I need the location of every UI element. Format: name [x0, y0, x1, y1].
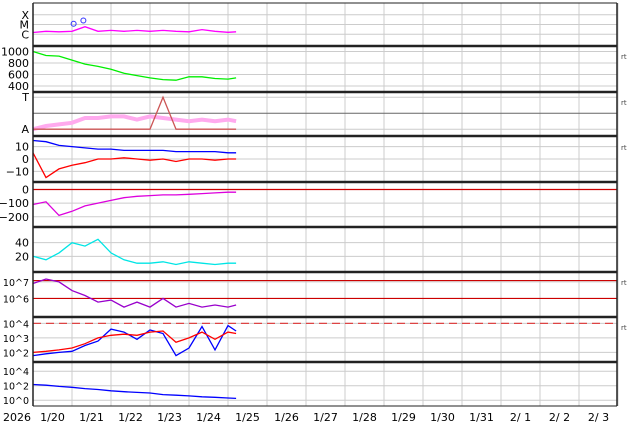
rt-marker: rt	[621, 99, 627, 107]
rt-marker: rt	[621, 144, 627, 152]
tick-label: 800	[8, 57, 29, 70]
x-tick-label: 1/25	[235, 411, 260, 424]
x-tick-label: 1/29	[391, 411, 416, 424]
tick-label: −200	[0, 211, 29, 224]
x-tick-label: 1/22	[118, 411, 143, 424]
x-tick-label: 1/28	[352, 411, 377, 424]
series-line	[32, 114, 237, 132]
x-tick-label: 2/ 3	[588, 411, 609, 424]
tick-label: 40	[15, 237, 29, 250]
tick-label: 10	[15, 141, 29, 154]
series-line	[32, 139, 237, 154]
tick-label: 10^2	[3, 382, 29, 393]
series-line	[32, 26, 237, 34]
rt-marker: rt	[621, 279, 627, 287]
rt-marker: rt	[621, 324, 627, 332]
series-line	[32, 324, 237, 357]
x-tick-label: 1/26	[274, 411, 299, 424]
tick-label: 10^2	[3, 348, 29, 359]
tick-label: 10^0	[3, 396, 29, 407]
x-tick-label: 1/27	[313, 411, 338, 424]
series-line	[32, 152, 237, 179]
year-label: 2026	[3, 411, 31, 424]
tick-label: 0	[22, 153, 29, 166]
tick-label: −100	[0, 197, 29, 210]
panel-5: −200−1000	[0, 183, 617, 224]
tick-label: X	[21, 9, 29, 22]
x-tick-label: 2/ 1	[510, 411, 531, 424]
tick-label: A	[21, 123, 29, 136]
x-tick-label: 1/24	[196, 411, 221, 424]
series-line	[32, 238, 237, 266]
tick-label: T	[21, 91, 29, 104]
series-line	[32, 191, 237, 217]
x-tick-label: 1/31	[469, 411, 494, 424]
tick-label: −10	[6, 165, 29, 178]
series-line	[32, 383, 237, 400]
rt-marker: rt	[621, 53, 627, 61]
x-tick-label: 1/20	[40, 411, 65, 424]
panel-3: AT	[21, 91, 617, 136]
panel-9: 10^0 10^2 10^4	[3, 367, 617, 407]
flare-marker	[70, 20, 77, 27]
tick-label: 10^7	[3, 278, 29, 289]
tick-label: 10^4	[3, 367, 29, 378]
series-line	[32, 330, 237, 354]
x-tick-label: 1/21	[79, 411, 104, 424]
tick-label: 10^6	[3, 294, 29, 305]
tick-label: 20	[15, 250, 29, 263]
tick-label: 400	[8, 80, 29, 93]
series-line	[32, 50, 237, 81]
tick-label: 1000	[1, 45, 29, 58]
tick-label: 600	[8, 68, 29, 81]
x-tick-label: 2/ 2	[549, 411, 570, 424]
tick-label: 0	[22, 183, 29, 196]
tick-label: C	[21, 28, 29, 41]
x-tick-label: 1/23	[157, 411, 182, 424]
series-line	[32, 278, 237, 308]
x-tick-label: 1/30	[430, 411, 455, 424]
tick-label: 10^4	[3, 319, 29, 330]
panel-7: 10^6 10^7	[3, 278, 617, 308]
panel-1: CMX	[20, 9, 617, 41]
panel-8: 10^2 10^3 10^4	[3, 319, 617, 359]
series-line	[33, 95, 237, 130]
tick-label: M	[20, 19, 30, 32]
flare-marker	[80, 17, 87, 24]
tick-label: 10^3	[3, 334, 29, 345]
